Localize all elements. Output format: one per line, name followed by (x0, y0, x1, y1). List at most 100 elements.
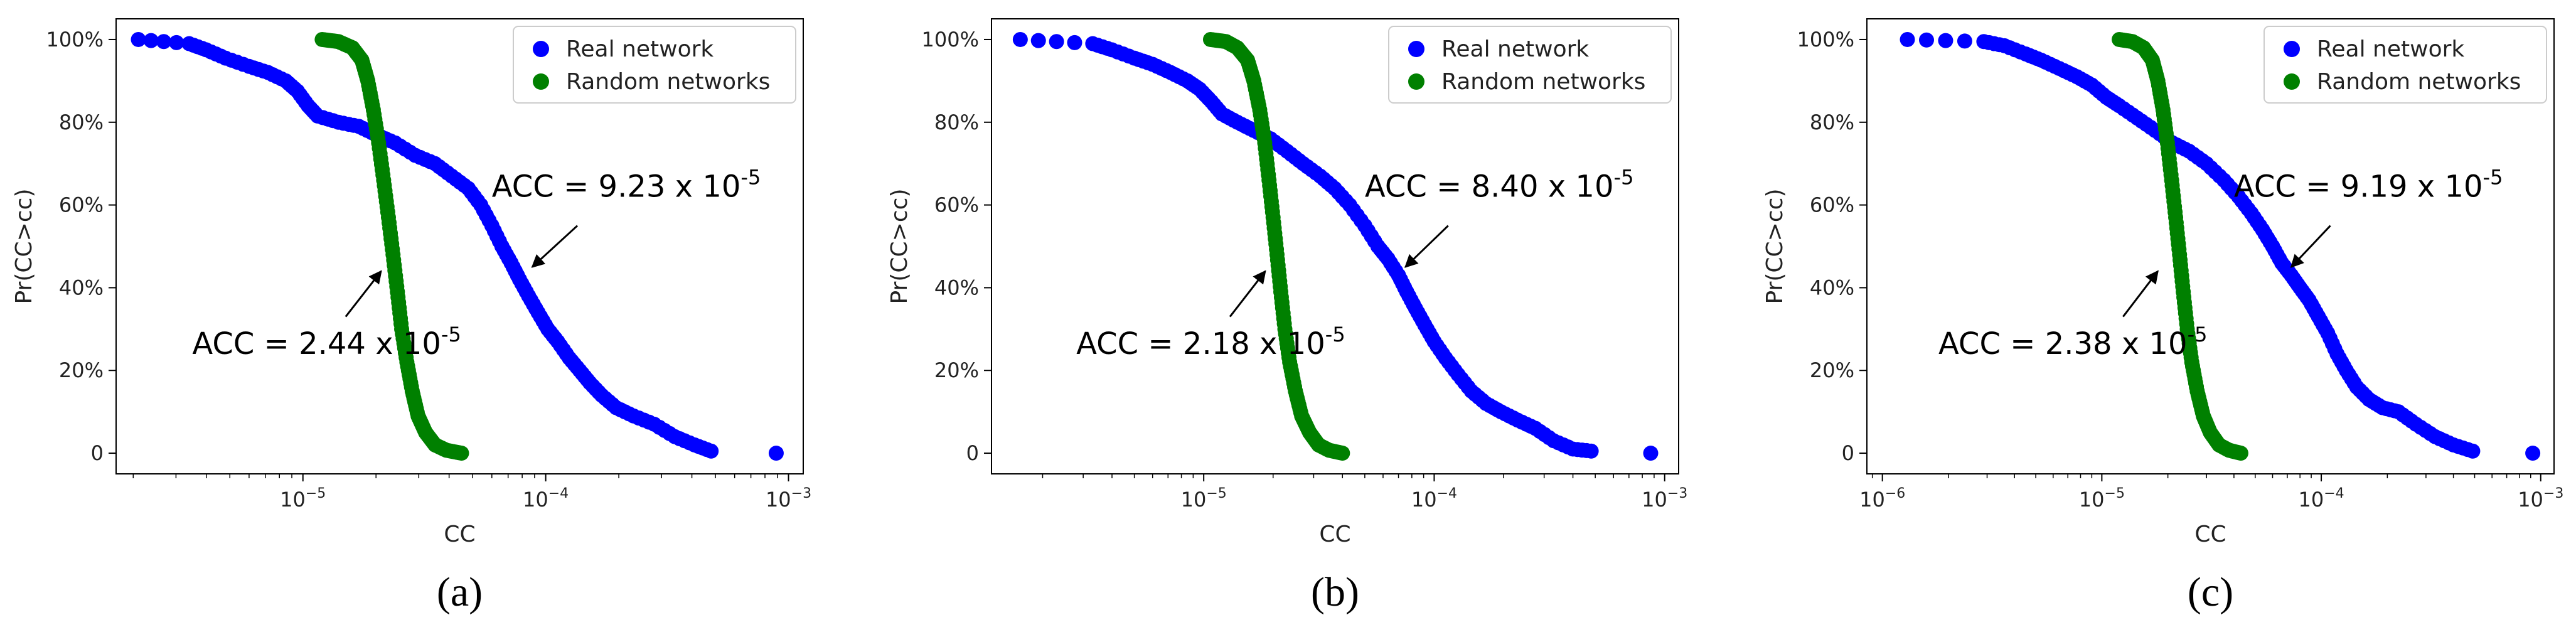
data-point (1030, 33, 1046, 48)
x-tick-label: 10−6 (1859, 486, 1905, 512)
data-point (1938, 33, 1953, 48)
annotation-real-acc: ACC = 8.40 x 10-5 (1365, 165, 1634, 268)
x-tick-label: 10−3 (1642, 486, 1687, 512)
data-point (1643, 446, 1659, 461)
y-tick-label: 80% (1810, 110, 1854, 134)
annotation-label: ACC = 2.18 x 10-5 (1076, 323, 1345, 362)
panel-label: (b) (1311, 569, 1359, 615)
data-point (156, 34, 171, 50)
data-point (169, 35, 184, 50)
panel-label: (a) (437, 569, 483, 615)
x-tick-label: 10−5 (280, 486, 326, 512)
legend-label-random: Random networks (1441, 69, 1645, 95)
annotation-real-acc: ACC = 9.19 x 10-5 (2234, 165, 2503, 268)
y-tick-label: 60% (1810, 193, 1854, 217)
annotation-arrow (531, 225, 579, 268)
x-tick-label-base: 10 (280, 488, 306, 512)
data-point (143, 33, 159, 48)
x-tick-label-exponent: −3 (1667, 486, 1687, 501)
x-tick-label-exponent: −5 (2105, 486, 2125, 501)
annotation-label: ACC = 9.19 x 10-5 (2234, 165, 2503, 204)
x-tick-label: 10−5 (1181, 486, 1227, 512)
annotation-exponent: -5 (2483, 165, 2503, 189)
annotation-exponent: -5 (1614, 165, 1634, 189)
legend-label-random: Random networks (566, 69, 770, 95)
data-point (1918, 32, 1934, 48)
chart-panel-b: 10−5 10−4 10−3020%40%60%80%100%CCPr(CC>cc)… (887, 18, 1687, 615)
annotation-real-acc: ACC = 9.23 x 10-5 (492, 165, 761, 268)
data-point (1049, 34, 1064, 50)
data-point (2525, 446, 2541, 461)
data-point (703, 443, 719, 459)
y-tick-label: 20% (1810, 358, 1854, 382)
annotation-random-acc: ACC = 2.38 x 10-5 (1938, 270, 2208, 362)
x-tick-label: 10−4 (1411, 486, 1457, 512)
y-axis-label: Pr(CC>cc) (1762, 189, 1788, 304)
x-axis-label: CC (1319, 522, 1350, 547)
legend: Real network Random networks (1388, 26, 1672, 104)
legend-marker-random (1408, 73, 1424, 90)
annotation-text: ACC = 9.19 x 10 (2234, 169, 2483, 204)
x-tick-label: 10−4 (2298, 486, 2344, 512)
x-tick-label: 10−4 (523, 486, 569, 512)
annotation-text: ACC = 2.44 x 10 (192, 326, 441, 362)
y-tick-label: 100% (922, 28, 979, 51)
y-tick-label: 20% (934, 358, 979, 382)
annotation-exponent: -5 (740, 165, 761, 189)
x-tick-label-exponent: −3 (2543, 486, 2563, 501)
x-tick-label-exponent: −5 (306, 486, 326, 501)
y-tick-label: 0 (91, 441, 104, 465)
annotation-arrow (1404, 225, 1449, 268)
annotation-label: ACC = 2.44 x 10-5 (192, 323, 461, 362)
x-tick-label: 10−5 (2079, 486, 2125, 512)
annotation-label: ACC = 9.23 x 10-5 (492, 165, 761, 204)
legend-label-real: Real network (1441, 36, 1589, 62)
y-tick-label: 40% (934, 276, 979, 299)
x-tick-label-base: 10 (1859, 488, 1885, 512)
annotation-text: ACC = 2.18 x 10 (1076, 326, 1325, 362)
series-random-networks (1202, 31, 1350, 461)
y-tick-label: 40% (59, 276, 104, 299)
data-point (1067, 35, 1082, 50)
x-tick-label-exponent: −6 (1885, 486, 1905, 501)
annotation-arrow (345, 270, 382, 318)
annotation-text: ACC = 9.23 x 10 (492, 169, 741, 204)
y-tick-label: 80% (934, 110, 979, 134)
y-tick-label: 100% (1797, 28, 1854, 51)
y-tick-label: 100% (46, 28, 104, 51)
x-tick-label-base: 10 (2079, 488, 2105, 512)
annotation-text: ACC = 2.38 x 10 (1938, 326, 2188, 362)
legend-marker-real (533, 41, 549, 57)
y-tick-label: 0 (1842, 441, 1854, 465)
x-tick-label-base: 10 (2298, 488, 2324, 512)
plot-frame (115, 18, 804, 474)
annotation-exponent: -5 (1325, 323, 1345, 346)
legend-box (513, 26, 796, 104)
legend-marker-real (1408, 41, 1424, 57)
legend-marker-random (2284, 73, 2300, 90)
data-point (1335, 446, 1350, 461)
data-point (768, 446, 784, 461)
plot-frame (1866, 18, 2555, 474)
series-random-networks (2112, 31, 2248, 461)
y-tick-label: 0 (966, 441, 979, 465)
annotation-random-acc: ACC = 2.18 x 10-5 (1076, 270, 1345, 362)
x-tick-label-exponent: −4 (2324, 486, 2344, 501)
series-real-network (131, 31, 784, 461)
chart-panel-a: 10−5 10−4 10−3020%40%60%80%100%CCPr(CC>cc)… (11, 18, 811, 615)
x-tick-label-exponent: −4 (1437, 486, 1457, 501)
annotation-label: ACC = 2.38 x 10-5 (1938, 323, 2208, 362)
data-point (1012, 31, 1028, 47)
x-tick-label-base: 10 (1181, 488, 1207, 512)
x-tick-label: 10−3 (2518, 486, 2563, 512)
annotation-text: ACC = 8.40 x 10 (1365, 169, 1614, 204)
x-tick-label-exponent: −5 (1206, 486, 1226, 501)
legend: Real network Random networks (2263, 26, 2547, 104)
plot-frame (991, 18, 1679, 474)
series-random-networks (314, 31, 469, 461)
x-axis-label: CC (444, 522, 475, 547)
annotation-arrow (2290, 225, 2331, 268)
x-tick-label-exponent: −4 (548, 486, 569, 501)
y-axis-label: Pr(CC>cc) (887, 189, 912, 304)
data-point (454, 446, 469, 461)
